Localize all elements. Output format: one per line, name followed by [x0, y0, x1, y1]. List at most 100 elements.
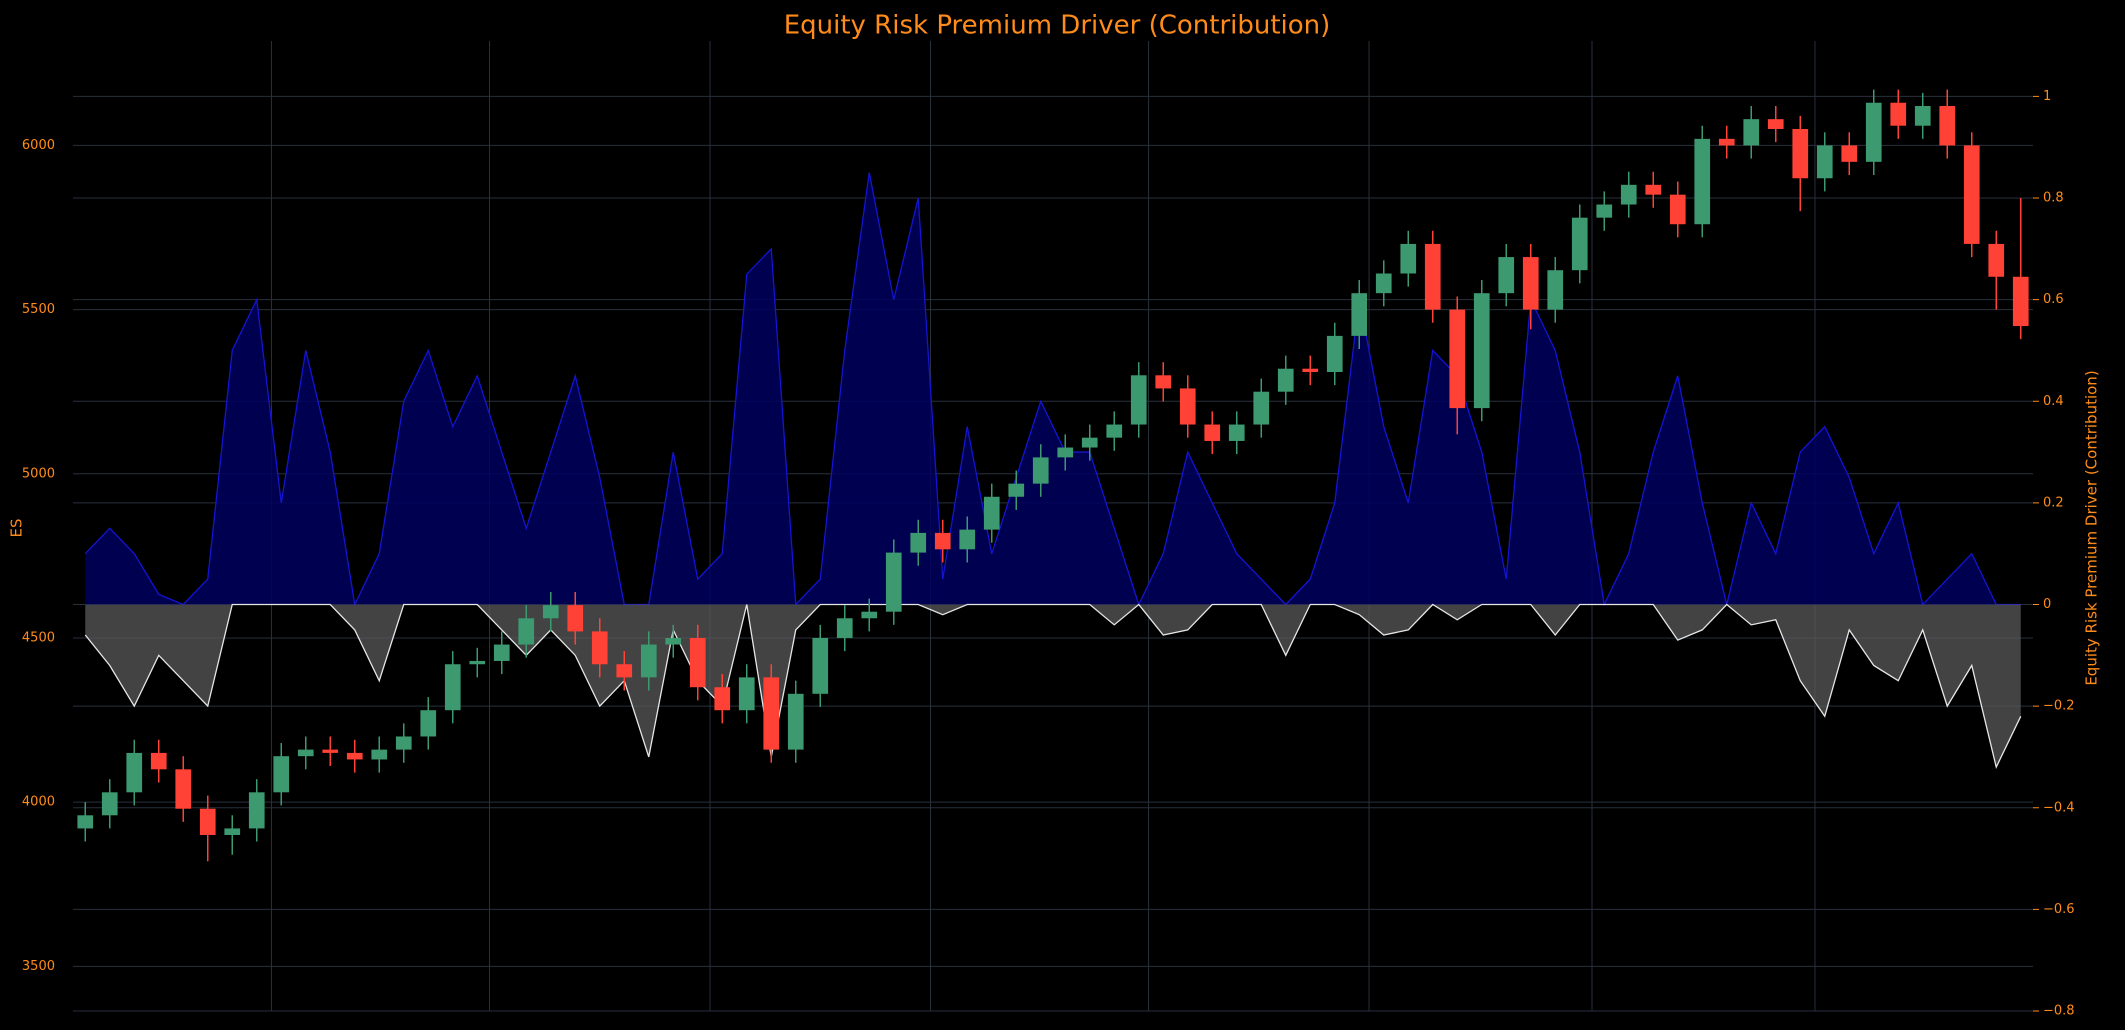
candle-body [959, 529, 976, 550]
candle-body [885, 552, 902, 612]
candle-body [812, 637, 829, 694]
candle-body [934, 532, 951, 550]
candle-body [273, 756, 290, 793]
candle-body [591, 631, 608, 665]
candle-body [1302, 368, 1319, 372]
candle-body [1571, 217, 1588, 271]
candle-body [126, 752, 143, 793]
y2-tick-label: 1 [2043, 89, 2051, 104]
candle-body [1914, 106, 1931, 126]
candle-body [763, 677, 780, 750]
candle-body [1865, 102, 1882, 162]
candle-body [1694, 138, 1711, 225]
candle-body [836, 618, 853, 638]
candle-body [1890, 102, 1907, 126]
candle-body [1277, 368, 1294, 392]
y-tick-label: 6000 [22, 138, 55, 153]
candle-body [1081, 437, 1098, 448]
candle-body [1939, 106, 1956, 146]
candle-body [738, 677, 755, 711]
y-axis-title: ES [8, 519, 26, 538]
candle-body [1767, 119, 1784, 130]
candle-body [469, 660, 486, 665]
candles [77, 89, 2029, 862]
candle-body [518, 618, 535, 645]
candle-body [1179, 388, 1196, 425]
candle-body [1547, 270, 1564, 310]
driver-areas [84, 172, 2022, 770]
chart-title: Equity Risk Premium Driver (Contribution… [784, 11, 1331, 41]
candle-body [1228, 424, 1245, 441]
candle-body [542, 605, 559, 619]
candle-body [1008, 483, 1025, 497]
candle-body [77, 815, 94, 829]
candle-body [689, 637, 706, 688]
candle-body [1253, 391, 1270, 425]
candle-body [199, 808, 216, 835]
candle-body [101, 792, 118, 816]
y2-tick-label: 0.2 [2043, 495, 2064, 510]
candle-body [1522, 257, 1539, 310]
candle-body [1718, 138, 1735, 146]
candle-body [1400, 243, 1417, 274]
candle-body [983, 496, 1000, 530]
line [84, 603, 2022, 770]
candle-body [1963, 145, 1980, 244]
candle-body [1988, 243, 2005, 277]
y2-tick-label: 0.8 [2043, 191, 2064, 206]
y-tick-label: 4000 [22, 795, 55, 810]
y2-axis-title: Equity Risk Premium Driver (Contribution… [2083, 370, 2101, 685]
candle-body [175, 769, 192, 809]
y2-tick-label: −0.4 [2043, 800, 2075, 815]
candle-body [640, 644, 657, 678]
y-tick-label: 4500 [22, 630, 55, 645]
candle-body [322, 749, 339, 753]
candle-body [1473, 293, 1490, 409]
line [84, 172, 2021, 607]
y-tick-label: 5500 [22, 302, 55, 317]
area-fill [85, 172, 2021, 605]
candle-body [1743, 119, 1760, 146]
axis-labels: 3500 4000 4500 5000 5500 6000 −0.8 −0.6 −0.4 −0.2… [22, 89, 2075, 1019]
candle-body [1596, 204, 1613, 218]
candle-body [787, 693, 804, 750]
candle-body [1130, 375, 1147, 425]
candle-body [420, 710, 437, 737]
y2-tick-label: −0.6 [2043, 902, 2075, 917]
candle-body [567, 605, 584, 632]
candle-body [1792, 129, 1809, 179]
candle-body [1155, 375, 1172, 389]
y-tick-label: 5000 [22, 466, 55, 481]
candle-body [1816, 145, 1833, 179]
candle-body [1204, 424, 1221, 441]
candle-body [1449, 309, 1466, 409]
area-fill [85, 604, 2021, 768]
candle-body [346, 752, 363, 760]
candle-body [248, 792, 265, 829]
y2-tick-label: 0.4 [2043, 394, 2064, 409]
candle-body [1375, 273, 1392, 294]
candle-body [910, 532, 927, 553]
y2-tick-label: −0.8 [2043, 1004, 2075, 1019]
candle-body [1841, 145, 1858, 162]
candle-body [2012, 276, 2029, 327]
candle-body [616, 664, 633, 678]
candle-body [1351, 293, 1368, 336]
candle-body [1498, 257, 1515, 294]
candle-body [297, 749, 314, 757]
candle-body [1032, 457, 1049, 484]
y2-tick-label: 0.6 [2043, 292, 2064, 307]
candle-body [1424, 243, 1441, 310]
candle-body [665, 637, 682, 645]
candle-body [1669, 194, 1686, 225]
candle-body [444, 664, 461, 711]
candle-body [1620, 184, 1637, 205]
candle-body [1326, 335, 1343, 372]
y2-tick-label: −0.2 [2043, 699, 2075, 714]
candle-body [1057, 447, 1074, 458]
candle-body [1645, 184, 1662, 195]
y2-tick-label: 0 [2043, 597, 2051, 612]
candle-body [861, 611, 878, 619]
